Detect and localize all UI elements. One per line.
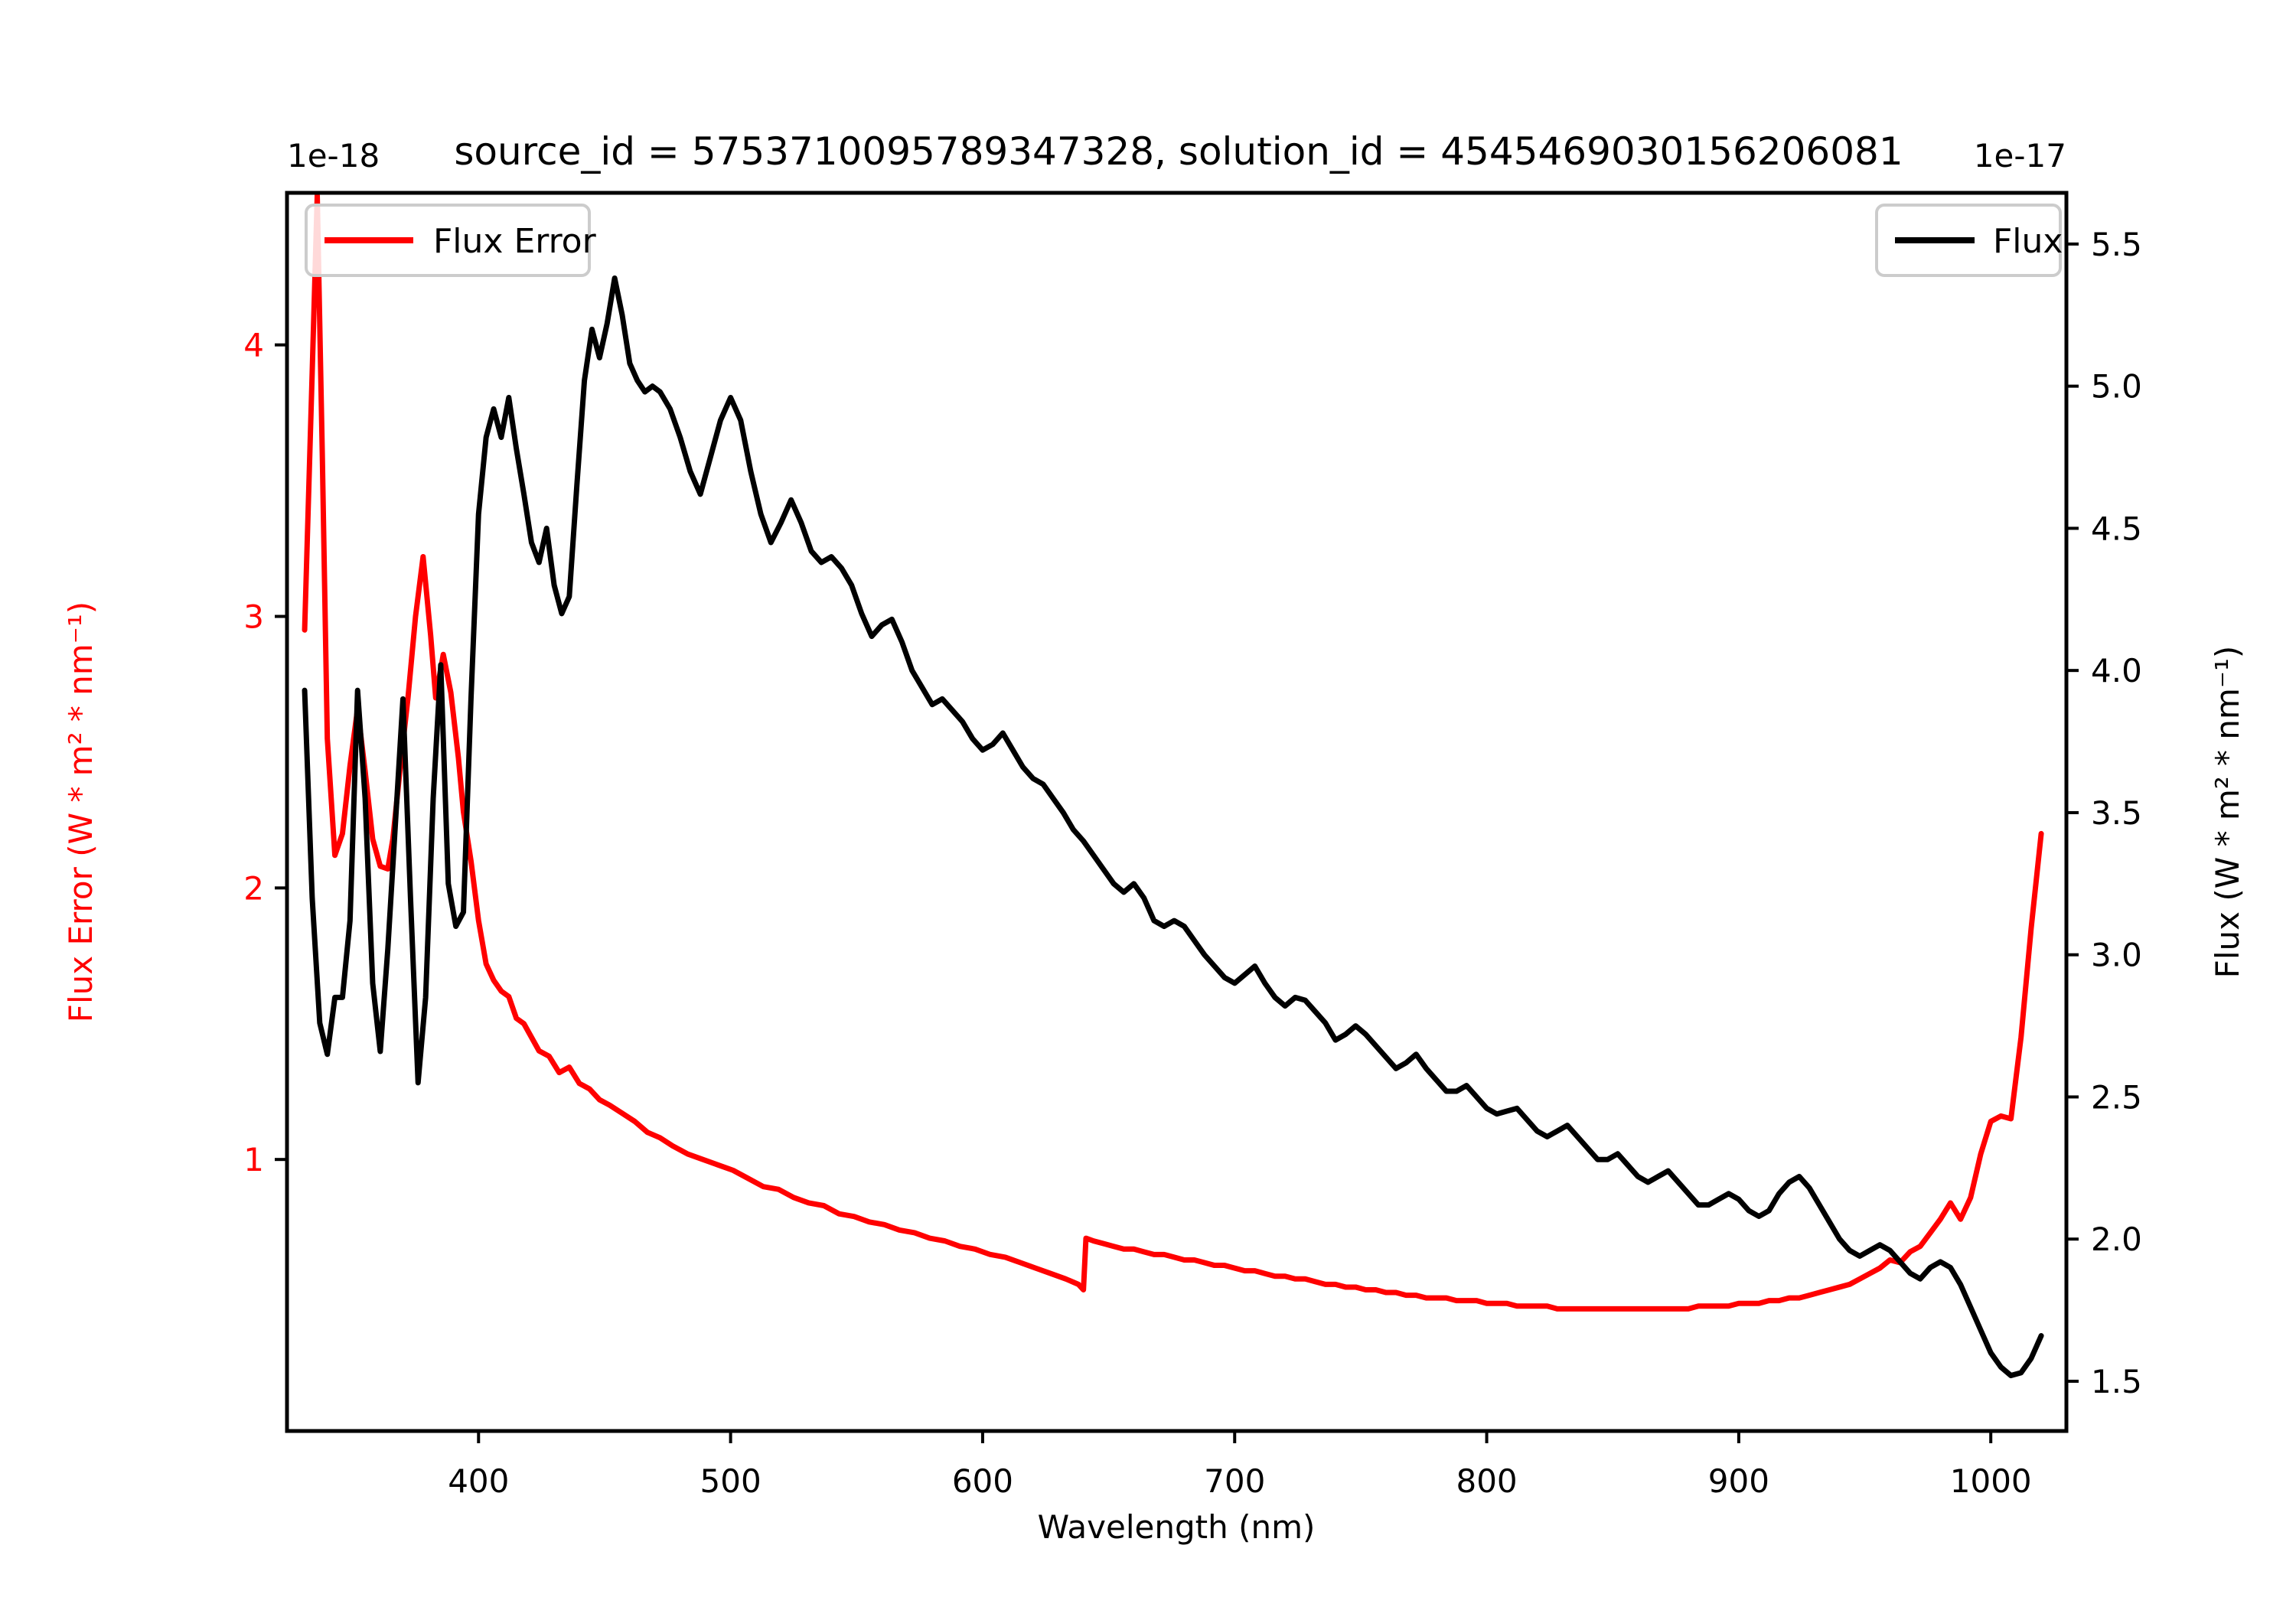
left-axis-offset-text: 1e-18: [287, 137, 380, 174]
right-y-tick-label: 1.5: [2091, 1363, 2142, 1400]
x-axis-label: Wavelength (nm): [1038, 1508, 1316, 1546]
right-y-tick-label: 5.0: [2091, 368, 2142, 406]
x-tick-label: 700: [1204, 1462, 1265, 1500]
x-tick-label: 900: [1708, 1462, 1769, 1500]
right-y-axis-label: Flux (W * m² * nm⁻¹): [2209, 646, 2246, 979]
axis-ticks-layer: 400 500 600 700 800 900 1000 1 2 3 4 1.5 2.0 2.5 3.0 3.…: [243, 226, 2142, 1500]
x-tick-label: 1000: [1950, 1462, 2032, 1500]
right-y-tick-label: 4.0: [2091, 652, 2142, 689]
left-y-tick-label: 2: [243, 869, 264, 907]
series-line-flux-error: [302, 193, 2044, 1312]
right-y-tick-label: 2.5: [2091, 1078, 2142, 1116]
plot-frame: [285, 191, 2069, 1433]
legend-flux-label: Flux: [1993, 222, 2063, 261]
x-tick-label: 400: [448, 1462, 509, 1500]
left-y-tick-label: 4: [243, 327, 264, 364]
left-y-axis-label: Flux Error (W * m² * nm⁻¹): [62, 601, 99, 1022]
left-y-tick-label: 1: [243, 1141, 264, 1178]
left-y-tick-label: 3: [243, 598, 264, 636]
right-axis-offset-text: 1e-17: [1974, 137, 2066, 174]
right-y-tick-label: 3.5: [2091, 794, 2142, 832]
legend-flux[interactable]: Flux: [1875, 204, 2063, 277]
x-tick-label: 600: [952, 1462, 1013, 1500]
legend-flux-error-label: Flux Error: [433, 222, 597, 261]
legend-flux-error[interactable]: Flux Error: [305, 204, 597, 277]
right-y-tick-label: 3.0: [2091, 937, 2142, 974]
page-title: source_id = 5753710095789347328, solutio…: [454, 129, 1903, 174]
right-y-tick-label: 2.0: [2091, 1221, 2142, 1258]
data-series-layer: [302, 193, 2044, 1379]
x-tick-label: 500: [700, 1462, 762, 1500]
x-tick-label: 800: [1456, 1462, 1517, 1500]
series-line-flux: [302, 275, 2044, 1379]
right-y-tick-label: 4.5: [2091, 510, 2142, 547]
right-y-tick-label: 5.5: [2091, 226, 2142, 263]
legend-flux-error-box: [305, 204, 591, 277]
